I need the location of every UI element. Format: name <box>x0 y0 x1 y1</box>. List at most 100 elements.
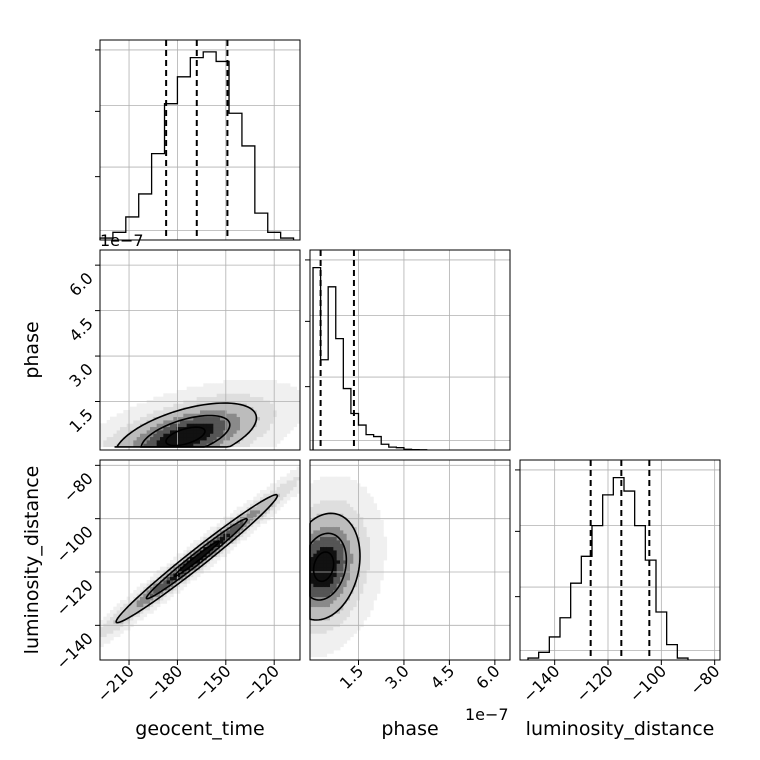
density-cell <box>296 390 301 394</box>
density-cell <box>173 576 178 581</box>
density-cell <box>280 503 284 508</box>
density-cell <box>206 426 211 431</box>
density-cell <box>350 610 354 614</box>
density-cell <box>373 546 378 551</box>
density-cell <box>323 540 328 544</box>
density-cell <box>313 526 318 531</box>
contour-line <box>115 493 279 624</box>
density-cell <box>106 636 111 641</box>
density-cell <box>240 393 244 398</box>
density-cell <box>346 550 351 554</box>
density-cell <box>213 406 218 411</box>
density-cell <box>190 576 194 581</box>
density-cell <box>370 566 374 571</box>
density-cell <box>340 633 344 638</box>
density-cell <box>173 440 178 444</box>
density-cell <box>233 520 238 524</box>
density-cell <box>363 596 368 601</box>
density-cell <box>170 406 174 411</box>
density-cell <box>320 483 324 488</box>
density-cell <box>350 620 354 624</box>
density-cell <box>193 440 198 444</box>
density-cell <box>186 420 191 424</box>
density-cell <box>343 563 348 568</box>
density-cell <box>206 563 211 568</box>
density-cell <box>120 616 124 621</box>
density-cell <box>320 573 324 578</box>
density-cell <box>223 443 228 448</box>
density-cell <box>280 430 284 434</box>
density-cell <box>320 596 324 601</box>
density-cell <box>273 430 278 434</box>
density-cell <box>190 426 194 431</box>
density-cell <box>266 416 271 421</box>
density-cell <box>360 493 364 498</box>
panel-frame <box>309 459 511 661</box>
density-cell <box>330 596 334 601</box>
density-cell <box>196 413 201 418</box>
density-cell <box>160 396 164 401</box>
density-cell <box>320 493 324 498</box>
density-cell <box>183 423 188 428</box>
density-cell <box>233 436 238 441</box>
density-cell <box>186 413 191 418</box>
density-cell <box>143 413 148 418</box>
density-cell <box>316 560 321 564</box>
density-cell <box>326 600 331 604</box>
density-cell <box>296 410 301 414</box>
density-cell <box>106 436 111 441</box>
density-cell <box>336 553 341 558</box>
density-cell <box>180 423 184 428</box>
density-cell <box>310 616 314 621</box>
density-cell <box>343 596 348 601</box>
density-cell <box>203 433 208 438</box>
density-cell <box>363 603 368 608</box>
density-cell <box>273 410 278 414</box>
density-cell <box>230 513 234 518</box>
density-cell <box>203 533 208 538</box>
density-cell <box>333 550 338 554</box>
density-cell <box>323 506 328 511</box>
density-cell <box>166 583 171 588</box>
density-cell <box>243 383 248 388</box>
density-cell <box>210 393 214 398</box>
density-cell <box>226 406 231 411</box>
density-cell <box>360 576 364 581</box>
density-cell <box>133 600 138 604</box>
density-cell <box>350 566 354 571</box>
density-cell <box>220 436 224 441</box>
density-cell <box>323 493 328 498</box>
density-cell <box>313 513 318 518</box>
density-cell <box>270 433 274 438</box>
density-cell <box>320 640 324 644</box>
density-cell <box>206 556 211 561</box>
density-cell <box>270 513 274 518</box>
density-cell <box>380 550 384 554</box>
density-cell <box>243 406 248 411</box>
density-cell <box>210 436 214 441</box>
density-cell <box>223 380 228 384</box>
density-cell <box>286 476 291 481</box>
density-cell <box>310 643 314 648</box>
density-cell <box>346 476 351 481</box>
density-cell <box>156 420 161 424</box>
density-cell <box>346 546 351 551</box>
density-cell <box>213 436 218 441</box>
density-cell <box>210 530 214 534</box>
density-cell <box>160 413 164 418</box>
density-cell <box>150 440 154 444</box>
density-cell <box>310 563 314 568</box>
density-cell <box>180 413 184 418</box>
density-cell <box>283 410 288 414</box>
density-cell <box>270 380 274 384</box>
density-cell <box>260 443 264 448</box>
density-cell <box>263 503 268 508</box>
density-cell <box>353 573 358 578</box>
density-cell <box>230 380 234 384</box>
density-cell <box>320 650 324 654</box>
density-cell <box>313 503 318 508</box>
density-cell <box>360 543 364 548</box>
density-cell <box>230 396 234 401</box>
density-cell <box>170 423 174 428</box>
density-cell <box>336 550 341 554</box>
